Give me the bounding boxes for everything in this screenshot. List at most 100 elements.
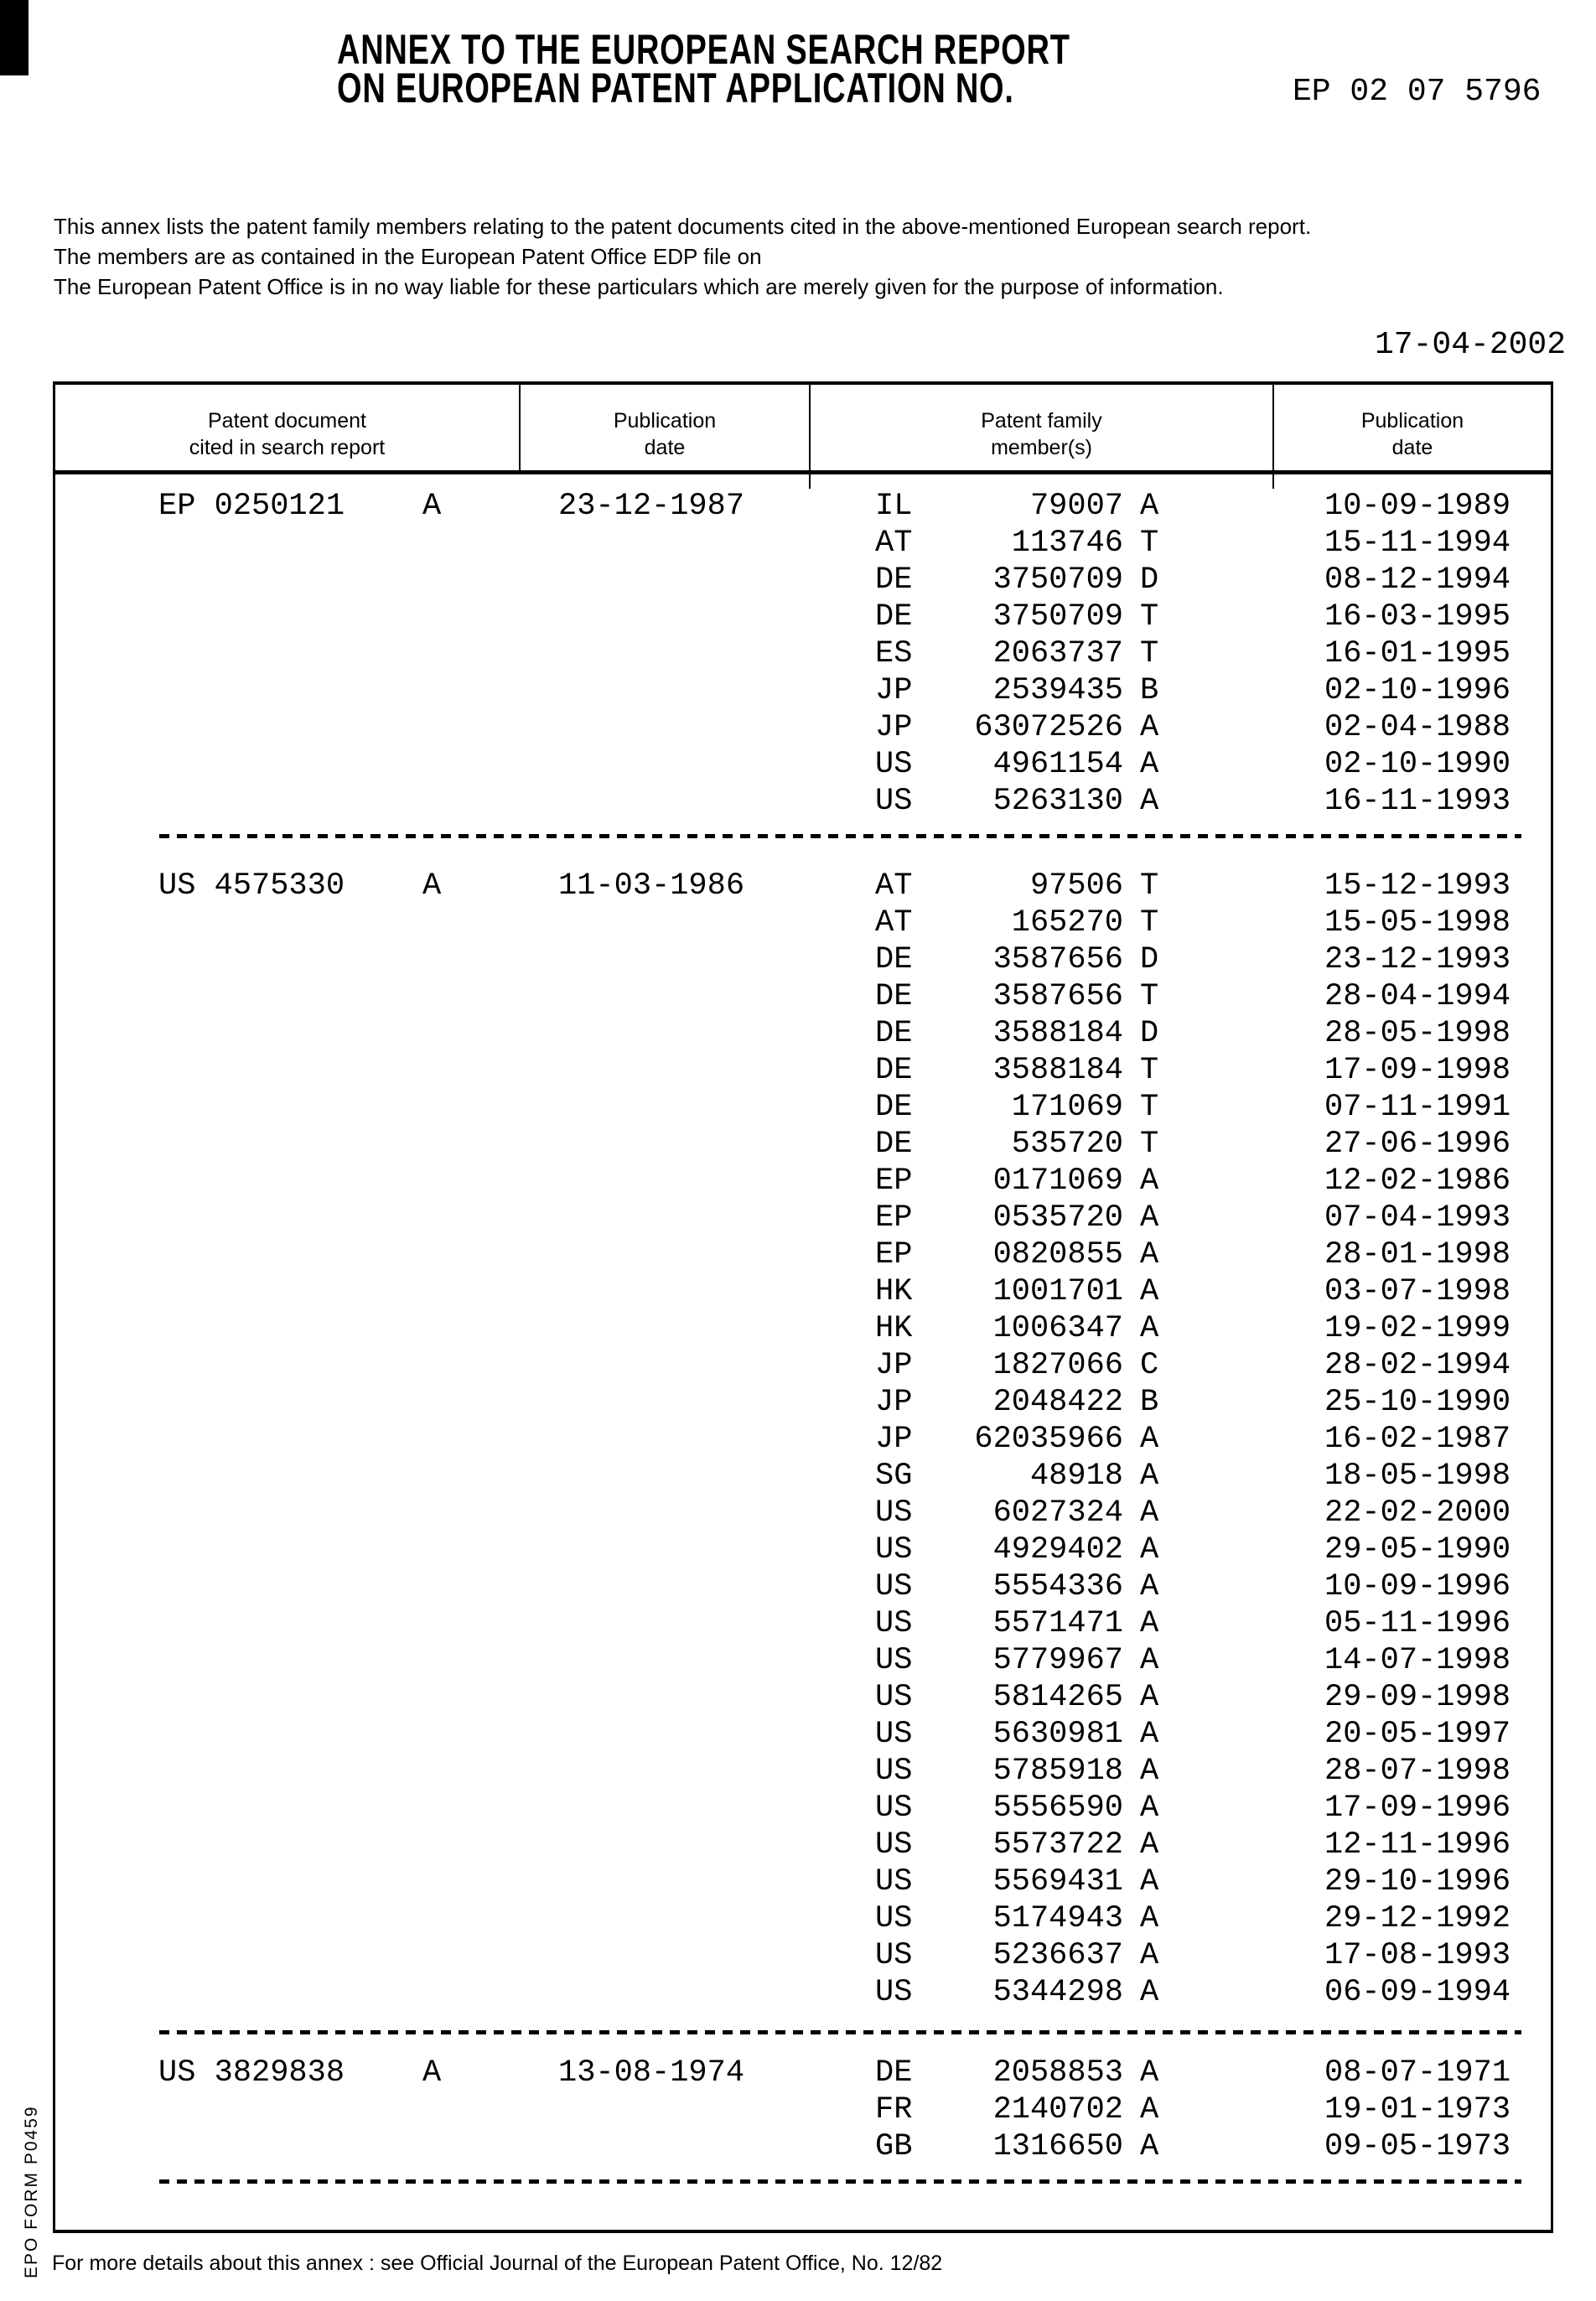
family-member-row: US 4929402 A 29-05-1990 bbox=[55, 1532, 1551, 1569]
column-header-text: Patent document bbox=[207, 409, 366, 433]
column-header-text: cited in search report bbox=[189, 436, 386, 459]
member-kind: A bbox=[1140, 784, 1159, 819]
family-member-row: US 5554336 A 10-09-1996 bbox=[55, 1569, 1551, 1606]
member-country: EP bbox=[875, 1200, 913, 1236]
member-number: 4961154 bbox=[992, 747, 1123, 782]
member-kind: D bbox=[1140, 1016, 1159, 1051]
column-header-text: member(s) bbox=[991, 436, 1092, 459]
block-separator-dashed bbox=[159, 834, 1521, 838]
member-country: HK bbox=[875, 1311, 913, 1346]
member-kind: A bbox=[1140, 1680, 1159, 1715]
member-date: 17-08-1993 bbox=[1324, 1938, 1511, 1973]
member-country: US bbox=[875, 1606, 913, 1641]
column-header-publication-date: Publication date bbox=[521, 407, 809, 461]
member-kind: A bbox=[1140, 710, 1159, 745]
member-country: US bbox=[875, 747, 913, 782]
patent-family-table-frame bbox=[53, 381, 1553, 2233]
family-member-row: EP 0535720 A 07-04-1993 bbox=[55, 1200, 1551, 1237]
application-number: EP 02 07 5796 bbox=[1293, 74, 1542, 110]
member-kind: A bbox=[1140, 1274, 1159, 1309]
member-date: 28-07-1998 bbox=[1324, 1754, 1511, 1789]
family-member-row: DE 3587656 T 28-04-1994 bbox=[55, 979, 1551, 1016]
member-date: 28-01-1998 bbox=[1324, 1237, 1511, 1272]
member-number: 79007 bbox=[1029, 489, 1123, 524]
column-header-member-publication-date: Publication date bbox=[1274, 407, 1551, 461]
member-date: 28-04-1994 bbox=[1324, 979, 1511, 1014]
family-member-row: US 5174943 A 29-12-1992 bbox=[55, 1901, 1551, 1938]
cited-document-kind: A bbox=[422, 2055, 442, 2091]
member-number: 5814265 bbox=[992, 1680, 1123, 1715]
family-member-row: DE 535720 T 27-06-1996 bbox=[55, 1127, 1551, 1163]
member-number: 0820855 bbox=[992, 1237, 1123, 1272]
member-kind: A bbox=[1140, 1237, 1159, 1272]
member-date: 05-11-1996 bbox=[1324, 1606, 1511, 1641]
family-member-row: EP 0820855 A 28-01-1998 bbox=[55, 1237, 1551, 1274]
member-country: DE bbox=[875, 942, 913, 977]
member-kind: A bbox=[1140, 1827, 1159, 1863]
intro-line-3: The European Patent Office is in no way … bbox=[54, 274, 1224, 299]
member-number: 113746 bbox=[1011, 526, 1123, 561]
family-member-row: GB 1316650 A 09-05-1973 bbox=[55, 2129, 1551, 2166]
member-number: 5779967 bbox=[992, 1643, 1123, 1678]
family-member-row: US 5263130 A 16-11-1993 bbox=[55, 784, 1551, 821]
column-header-text: Publication bbox=[613, 409, 717, 433]
cited-document-kind: A bbox=[422, 489, 442, 524]
member-kind: A bbox=[1140, 1864, 1159, 1899]
member-country: FR bbox=[875, 2092, 913, 2127]
family-member-row: US 5571471 A 05-11-1996 bbox=[55, 1606, 1551, 1643]
intro-line-2: The members are as contained in the Euro… bbox=[54, 244, 762, 269]
family-member-row: AT 165270 T 15-05-1998 bbox=[55, 905, 1551, 942]
member-number: 5344298 bbox=[992, 1975, 1123, 2010]
member-country: US bbox=[875, 1532, 913, 1568]
member-date: 12-02-1986 bbox=[1324, 1163, 1511, 1199]
member-date: 07-11-1991 bbox=[1324, 1090, 1511, 1125]
member-country: AT bbox=[875, 905, 913, 941]
family-member-row: DE 3588184 D 28-05-1998 bbox=[55, 1016, 1551, 1053]
member-date: 29-12-1992 bbox=[1324, 1901, 1511, 1936]
member-kind: T bbox=[1140, 905, 1159, 941]
family-member-row: FR 2140702 A 19-01-1973 bbox=[55, 2092, 1551, 2129]
member-number: 4929402 bbox=[992, 1532, 1123, 1568]
member-kind: A bbox=[1140, 1643, 1159, 1678]
table-header-separator bbox=[53, 470, 1553, 474]
member-kind: A bbox=[1140, 1754, 1159, 1789]
family-member-row: DE 3750709 T 16-03-1995 bbox=[55, 599, 1551, 636]
member-country: JP bbox=[875, 710, 913, 745]
member-kind: A bbox=[1140, 1569, 1159, 1604]
family-member-row: US 5785918 A 28-07-1998 bbox=[55, 1754, 1551, 1791]
member-date: 22-02-2000 bbox=[1324, 1495, 1511, 1531]
member-date: 08-12-1994 bbox=[1324, 562, 1511, 598]
member-country: JP bbox=[875, 673, 913, 708]
scan-artifact-bar bbox=[0, 0, 28, 75]
member-country: GB bbox=[875, 2129, 913, 2164]
family-member-row: US 5236637 A 17-08-1993 bbox=[55, 1938, 1551, 1975]
member-kind: A bbox=[1140, 1311, 1159, 1346]
member-date: 16-02-1987 bbox=[1324, 1422, 1511, 1457]
column-header-text: Patent family bbox=[981, 409, 1102, 433]
member-country: US bbox=[875, 1495, 913, 1531]
member-date: 29-10-1996 bbox=[1324, 1864, 1511, 1899]
family-member-row: DE 171069 T 07-11-1991 bbox=[55, 1090, 1551, 1127]
member-country: US bbox=[875, 1680, 913, 1715]
member-kind: T bbox=[1140, 599, 1159, 635]
family-member-row: DE 3587656 D 23-12-1993 bbox=[55, 942, 1551, 979]
member-number: 5554336 bbox=[992, 1569, 1123, 1604]
patent-family-block: US 3829838 A 13-08-1974 DE 2058853 A 08-07-197… bbox=[55, 2055, 1551, 2166]
member-date: 02-10-1990 bbox=[1324, 747, 1511, 782]
family-member-row: US 4961154 A 02-10-1990 bbox=[55, 747, 1551, 784]
member-date: 07-04-1993 bbox=[1324, 1200, 1511, 1236]
member-number: 48918 bbox=[1029, 1459, 1123, 1494]
epo-form-label: EPO FORM P0459 bbox=[22, 2105, 41, 2278]
member-number: 2058853 bbox=[992, 2055, 1123, 2091]
member-country: US bbox=[875, 784, 913, 819]
member-number: 1827066 bbox=[992, 1348, 1123, 1383]
member-country: AT bbox=[875, 526, 913, 561]
member-number: 6027324 bbox=[992, 1495, 1123, 1531]
member-date: 17-09-1998 bbox=[1324, 1053, 1511, 1088]
member-number: 165270 bbox=[1011, 905, 1123, 941]
member-date: 15-12-1993 bbox=[1324, 868, 1511, 904]
member-country: ES bbox=[875, 636, 913, 671]
member-date: 12-11-1996 bbox=[1324, 1827, 1511, 1863]
member-number: 2140702 bbox=[992, 2092, 1123, 2127]
member-date: 02-10-1996 bbox=[1324, 673, 1511, 708]
